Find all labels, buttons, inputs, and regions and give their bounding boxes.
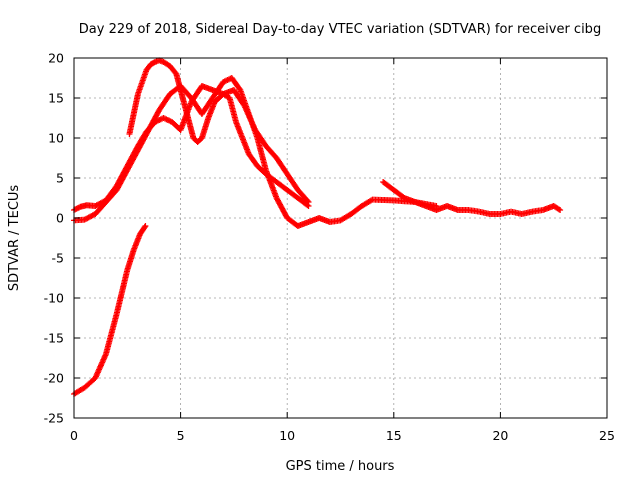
plot-frame [73,57,608,419]
data-point [304,202,311,209]
y-tick-label: 15 [48,91,64,106]
x-tick-label: 20 [492,428,508,443]
data-point [141,224,148,231]
x-axis-label: GPS time / hours [286,459,395,474]
y-tick-label: -25 [44,411,64,426]
data-points [71,57,564,397]
series-tail [380,179,564,217]
data-point [555,206,562,213]
x-tick-label: 5 [177,428,185,443]
y-tick-label: 0 [56,211,64,226]
data-point [368,197,375,204]
y-tick-label: -15 [44,331,64,346]
series-rising-arc [71,223,149,397]
axis-ticks: 0 5 10 15 20 25 -25 -20 -15 -10 -5 0 5 10 15 20 [44,51,615,444]
y-tick-label: -5 [52,251,64,266]
data-point [142,223,149,229]
x-tick-label: 15 [386,428,402,443]
y-tick-label: -20 [44,371,64,386]
y-tick-label: 5 [56,171,64,186]
x-tick-label: 10 [279,428,295,443]
data-point [305,203,312,209]
x-tick-label: 25 [599,428,615,443]
y-tick-label: -10 [44,291,64,306]
data-point [557,207,564,213]
x-tick-label: 0 [70,428,78,443]
grid-lines [74,58,607,418]
y-axis-label: SDTVAR / TECUs [7,185,22,292]
y-tick-label: 10 [48,131,64,146]
series-track-c [126,57,312,209]
y-tick-label: 20 [48,51,64,66]
chart-title: Day 229 of 2018, Sidereal Day-to-day VTE… [79,22,601,37]
